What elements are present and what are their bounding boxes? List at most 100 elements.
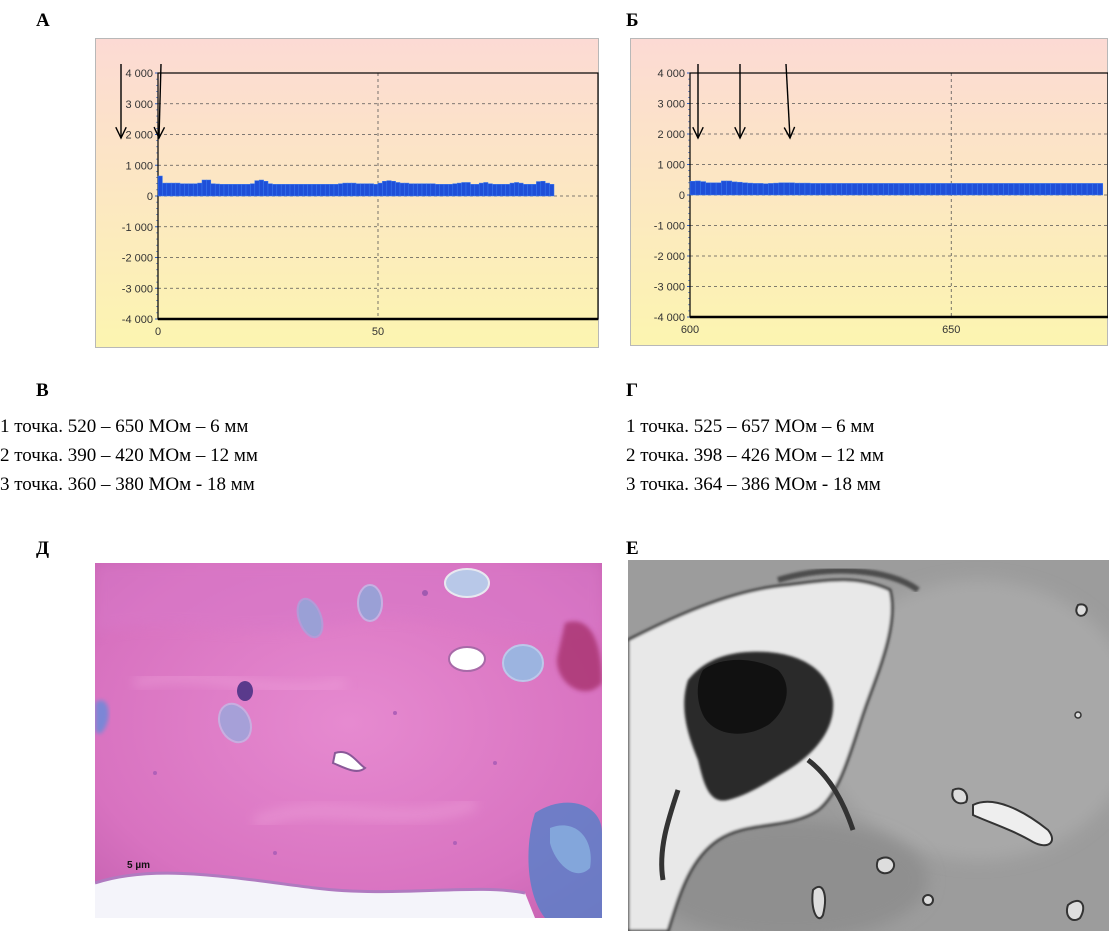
arrow-head <box>734 126 746 140</box>
bar <box>166 182 172 197</box>
bar <box>487 183 493 197</box>
bar <box>919 183 926 196</box>
bar <box>280 184 286 197</box>
bar <box>794 182 800 196</box>
bar <box>971 183 978 196</box>
bar <box>705 182 712 196</box>
bar <box>294 184 300 197</box>
y-tick-label: -2 000 <box>122 253 153 265</box>
bar <box>721 180 727 196</box>
histology-micrograph: 5 µm <box>95 563 602 918</box>
bar <box>914 183 921 196</box>
bar <box>804 182 811 196</box>
bar <box>236 184 242 197</box>
bar <box>307 184 313 197</box>
bar <box>1097 183 1104 196</box>
bar <box>1071 183 1077 196</box>
bar <box>197 182 203 197</box>
bar <box>747 182 753 196</box>
bar <box>1024 183 1030 196</box>
bar <box>509 182 515 197</box>
bar <box>250 183 256 197</box>
panel-letter-g: Г <box>626 380 639 401</box>
bar <box>862 183 868 196</box>
bar <box>700 181 706 196</box>
bar <box>465 182 471 197</box>
bar <box>298 184 304 197</box>
y-tick-label: -2 000 <box>654 251 685 263</box>
bar <box>470 184 476 197</box>
x-tick-label: 0 <box>155 326 161 338</box>
bar <box>492 184 498 197</box>
bar <box>544 182 550 197</box>
arrow-head <box>115 126 127 140</box>
bar <box>898 183 905 196</box>
bar <box>333 184 339 197</box>
bar <box>945 183 952 196</box>
bar <box>856 183 863 196</box>
panel-letter-e: Е <box>626 538 639 559</box>
bar <box>1060 183 1067 196</box>
bar <box>789 182 795 196</box>
bar <box>1092 183 1098 196</box>
bar <box>232 184 238 197</box>
bar <box>426 183 432 197</box>
bar <box>726 180 733 196</box>
bar <box>175 182 181 197</box>
bar <box>924 183 931 196</box>
bar <box>1018 183 1025 196</box>
bar <box>496 184 502 197</box>
bar <box>1086 183 1093 196</box>
y-tick-label: 1 000 <box>125 160 153 172</box>
bar <box>439 184 445 197</box>
bar <box>258 179 264 197</box>
bar <box>188 183 194 197</box>
measurement-line: 3 точка. 364 – 386 МОм - 18 мм <box>626 474 881 495</box>
arrow-head <box>783 126 796 140</box>
scale-bar-label: 5 µm <box>127 860 150 871</box>
bar <box>210 183 216 197</box>
bar <box>338 183 344 197</box>
bar <box>752 183 759 196</box>
chart-b-svg: -4 000 -3 000 -2 000 -1 000 0 1 000 2 000 3 000… <box>630 38 1108 346</box>
bar <box>736 181 743 196</box>
bar <box>903 183 910 196</box>
y-tick-label: -1 000 <box>122 222 153 234</box>
bar <box>966 183 973 196</box>
bar <box>531 184 537 197</box>
bar <box>992 183 999 196</box>
y-tick-label: 0 <box>147 191 153 203</box>
bar <box>888 183 895 196</box>
bar <box>830 183 837 196</box>
bar <box>360 183 366 197</box>
bar <box>1039 183 1046 196</box>
bar <box>192 183 198 197</box>
bar <box>867 183 874 196</box>
bar <box>483 182 489 197</box>
y-tick-label: -4 000 <box>122 314 153 326</box>
bar <box>245 184 251 197</box>
bar <box>1045 183 1051 196</box>
bar <box>421 183 427 197</box>
arrow-shaft <box>785 63 791 139</box>
bar <box>841 183 847 196</box>
measurement-line: 2 точка. 390 – 420 МОм – 12 мм <box>0 445 258 466</box>
chart-a-svg: -4 000 -3 000 -2 000 -1 000 0 1 000 2 000 3 000… <box>95 38 599 348</box>
bar <box>1081 183 1088 196</box>
bar <box>368 183 374 197</box>
bar <box>977 183 983 196</box>
y-tick-label: 3 000 <box>657 99 685 111</box>
bar <box>399 182 405 197</box>
bar <box>1034 183 1041 196</box>
bar <box>1065 183 1072 196</box>
bar <box>930 183 936 196</box>
bar <box>382 180 388 197</box>
bar <box>872 183 879 196</box>
panel-letter-a: А <box>36 10 50 31</box>
bar <box>184 183 190 197</box>
bar <box>316 184 322 197</box>
measurement-line: 2 точка. 398 – 426 МОм – 12 мм <box>626 445 884 466</box>
bar <box>1029 183 1036 196</box>
bar <box>768 183 774 196</box>
bar <box>228 184 234 197</box>
